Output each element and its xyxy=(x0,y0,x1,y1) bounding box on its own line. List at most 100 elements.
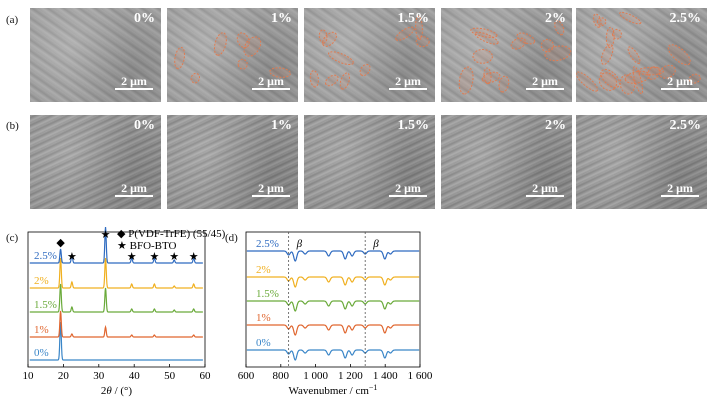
ftir-series-label: 2.5% xyxy=(256,238,279,250)
scale-bar xyxy=(526,195,564,197)
scale-bar xyxy=(115,88,153,90)
sem-percent-label: 2% xyxy=(545,11,566,26)
particle-outline xyxy=(474,31,499,45)
ftir-series-label: 1% xyxy=(256,312,271,324)
panel-label-a: (a) xyxy=(6,14,19,26)
particle-outlines xyxy=(458,20,572,95)
particle-outline xyxy=(237,58,248,70)
particle-outline xyxy=(472,48,493,64)
particle-outline xyxy=(481,71,501,84)
sem-image-row_b-3: 1.5% 2 μm xyxy=(304,115,435,209)
ftir-tick-label: 1 400 xyxy=(373,370,398,382)
particle-outline xyxy=(554,20,565,36)
ftir-plot: 0% 1% 1.5% 2% 2.5% β β 600 800 1 000 1 200 1 400 1 6… xyxy=(238,231,433,397)
ftir-series-2.5% xyxy=(246,250,420,262)
scale-bar xyxy=(252,88,290,90)
sem-percent-label: 1% xyxy=(271,11,292,26)
panel-label-d: (d) xyxy=(225,232,238,244)
xrd-legend-entry: ★ BFO-BTO xyxy=(117,240,177,252)
scale-bar-label: 2 μm xyxy=(258,181,284,195)
particle-outline xyxy=(174,46,186,70)
xrd-series-label: 2% xyxy=(34,275,49,287)
particle-outline xyxy=(624,70,650,84)
beta-label: β xyxy=(372,238,379,250)
ftir-frame xyxy=(245,231,421,368)
particle-outline xyxy=(596,17,607,27)
ftir-series-1% xyxy=(246,324,420,336)
particle-outline xyxy=(322,31,337,47)
scale-bar-label: 2 μm xyxy=(258,74,284,88)
particle-outline xyxy=(458,66,474,95)
sem-percent-label: 2.5% xyxy=(669,118,702,133)
particle-outline xyxy=(318,29,328,44)
scale-bar-label: 2 μm xyxy=(532,74,558,88)
particle-outlines xyxy=(174,32,291,84)
particle-outline xyxy=(339,72,351,90)
particle-outline xyxy=(619,74,636,95)
particle-outline xyxy=(600,44,614,65)
particle-outline xyxy=(611,28,622,40)
peak-marker: ★ xyxy=(149,251,159,263)
particle-outline xyxy=(415,15,423,41)
sem-percent-label: 1.5% xyxy=(397,11,430,26)
xrd-series-2.5% xyxy=(29,226,203,264)
peak-marker: ★ xyxy=(127,251,137,263)
particle-outline xyxy=(627,46,641,64)
peak-marker: ★ xyxy=(67,251,77,263)
particle-outline xyxy=(605,26,615,49)
scale-bar xyxy=(115,195,153,197)
xrd-series-label: 0% xyxy=(34,347,49,359)
scale-bar-label: 2 μm xyxy=(121,181,147,195)
ftir-series-1.5% xyxy=(246,300,420,312)
scale-bar-label: 2 μm xyxy=(667,181,693,195)
particle-outline xyxy=(598,72,618,91)
xrd-series-0% xyxy=(29,321,203,361)
particle-outline xyxy=(243,36,262,57)
particle-outline xyxy=(637,66,665,76)
particle-outline xyxy=(236,32,250,49)
ftir-tick-label: 800 xyxy=(273,370,290,382)
scale-bar xyxy=(252,195,290,197)
xrd-plot: 0%1%1.5%2%2.5%◆★★★ ★ ★ ★◆ P(VDF-TrFE) (55/4… xyxy=(23,226,226,397)
particle-outline xyxy=(415,36,430,48)
panel-label-c: (c) xyxy=(6,232,19,244)
sem-image-row_a-2: 1% 2 μm xyxy=(167,8,298,102)
sem-percent-label: 1.5% xyxy=(397,118,430,133)
ftir-series-2% xyxy=(246,276,420,288)
particle-outline xyxy=(667,44,691,66)
particle-outline xyxy=(213,32,227,56)
particle-outline xyxy=(269,67,291,78)
particle-outline xyxy=(328,51,354,66)
ftir-tick-label: 1 200 xyxy=(338,370,363,382)
sem-percent-label: 2% xyxy=(545,118,566,133)
xrd-tick-label: 40 xyxy=(129,370,141,382)
sem-percent-label: 0% xyxy=(134,118,155,133)
xrd-tick-label: 20 xyxy=(58,370,70,382)
xrd-frame xyxy=(27,231,206,368)
particle-outline xyxy=(647,66,660,80)
sem-image-row_b-1: 0% 2 μm xyxy=(30,115,161,209)
scale-bar-label: 2 μm xyxy=(395,181,421,195)
xrd-series-1.5% xyxy=(29,283,203,313)
particle-outline xyxy=(600,68,621,88)
sem-image-row_a-5: 2.5% 2 μm xyxy=(576,8,707,102)
ftir-tick-label: 1 000 xyxy=(303,370,328,382)
xrd-tick-label: 10 xyxy=(23,370,35,382)
xrd-series-label: 1.5% xyxy=(34,299,57,311)
ftir-series-label: 2% xyxy=(256,264,271,276)
ftir-series-label: 0% xyxy=(256,337,271,349)
sem-image-row_a-1: 0% 2 μm xyxy=(30,8,161,102)
sem-image-row_b-5: 2.5% 2 μm xyxy=(576,115,707,209)
particle-outline xyxy=(190,72,201,84)
sem-percent-label: 0% xyxy=(134,11,155,26)
xrd-series-2% xyxy=(29,257,203,289)
ftir-series-0% xyxy=(246,349,420,361)
particle-outline xyxy=(659,64,676,79)
scale-bar-label: 2 μm xyxy=(667,74,693,88)
ftir-tick-label: 600 xyxy=(238,370,255,382)
particle-outline xyxy=(592,13,602,28)
peak-marker: ◆ xyxy=(56,237,65,249)
xrd-tick-label: 60 xyxy=(200,370,212,382)
particle-outline xyxy=(359,63,371,77)
